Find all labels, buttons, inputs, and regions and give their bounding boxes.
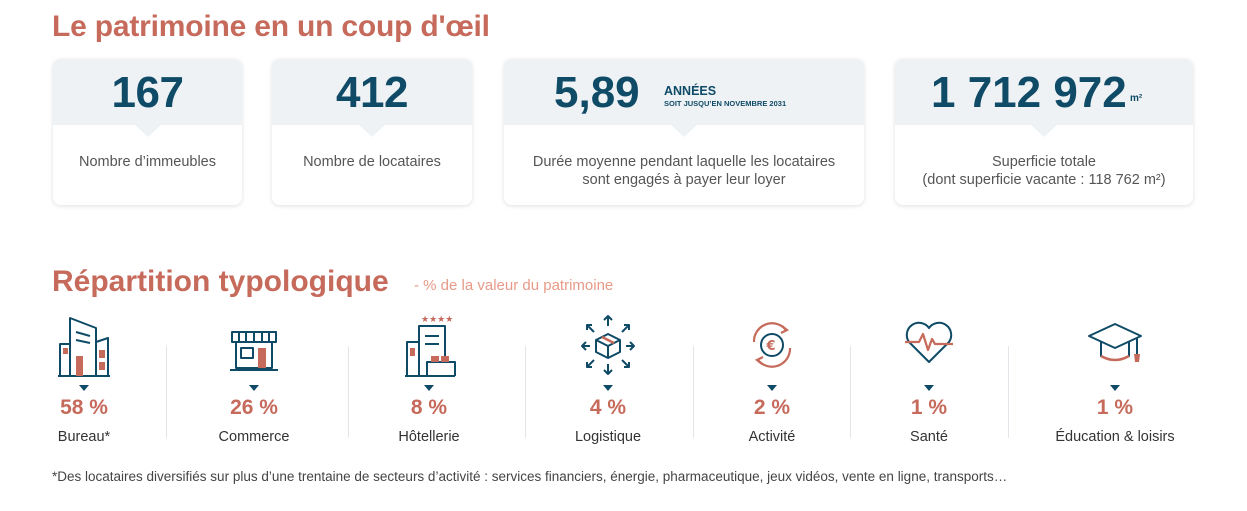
category-percent: 8 %	[410, 396, 448, 419]
category-percent: 58 %	[60, 396, 108, 419]
category-label: Bureau*	[57, 429, 111, 445]
caret-down-icon	[249, 385, 259, 391]
stat-card-header	[895, 59, 1193, 137]
stat-unit-note: SOIT JUSQU’EN NOVEMBRE 2031	[664, 99, 787, 108]
stat-label-line: Durée moyenne pendant laquelle les locat…	[532, 154, 836, 170]
stat-card-header	[272, 59, 472, 137]
divider	[1008, 346, 1009, 438]
category-label: Santé	[910, 429, 948, 445]
graduation-cap-icon	[1088, 323, 1142, 362]
caret-down-icon	[767, 385, 777, 391]
caret-down-icon	[924, 385, 934, 391]
category-education-loisirs: 1 % Éducation & loisirs	[1055, 308, 1175, 453]
stat-label-line: sont engagés à payer leur loyer	[582, 172, 786, 188]
category-hotellerie: ★★★★ 8 % Hôtellerie	[389, 308, 469, 453]
stat-card-buildings: 167 Nombre d’immeubles	[53, 59, 242, 205]
section-title-patrimoine: Le patrimoine en un coup d'œil	[52, 10, 490, 43]
category-percent: 4 %	[589, 396, 627, 419]
svg-text:★★★★: ★★★★	[421, 315, 453, 325]
stat-label-line: (dont superficie vacante : 118 762 m²)	[922, 172, 1166, 188]
category-percent: 1 %	[910, 396, 948, 419]
category-label: Éducation & loisirs	[1055, 429, 1175, 445]
euro-cycle-icon: €	[752, 322, 792, 368]
divider	[166, 346, 167, 438]
divider	[850, 346, 851, 438]
category-commerce: 26 % Commerce	[214, 308, 294, 453]
stat-card-header	[53, 59, 242, 137]
divider	[525, 346, 526, 438]
stat-value: 5,89	[554, 68, 640, 117]
caret-down-icon	[1110, 385, 1120, 391]
hotel-icon: ★★★★	[405, 315, 456, 377]
logistics-box-icon	[581, 315, 635, 375]
stat-unit: m²	[1130, 93, 1143, 104]
category-label: Hôtellerie	[398, 429, 460, 445]
category-bureau: 58 % Bureau*	[44, 308, 124, 453]
stat-value: 412	[336, 68, 408, 117]
caret-down-icon	[424, 385, 434, 391]
caret-down-icon	[79, 385, 89, 391]
category-logistique: 4 % Logistique	[568, 308, 648, 453]
stat-card-lease-duration: 5,89 ANNÉES SOIT JUSQU’EN NOVEMBRE 2031 …	[504, 59, 864, 205]
office-buildings-icon	[58, 317, 110, 377]
category-label: Commerce	[218, 429, 290, 445]
shop-storefront-icon	[230, 331, 278, 371]
stat-value: 1 712 972	[931, 68, 1127, 117]
stat-label-line: Superficie totale	[992, 154, 1096, 170]
footnote: *Des locataires diversifiés sur plus d’u…	[52, 469, 1008, 484]
stat-card-header	[504, 59, 864, 137]
stat-card-surface: 1 712 972 m² Superficie totale (dont sup…	[895, 59, 1193, 205]
section-subtitle: - % de la valeur du patrimoine	[414, 277, 614, 294]
stat-unit: ANNÉES	[664, 84, 717, 98]
stat-label: Nombre d’immeubles	[79, 154, 216, 170]
stat-label: Superficie totale (dont superficie vacan…	[901, 153, 1187, 189]
category-activite: € 2 % Activité	[732, 308, 812, 453]
category-label: Activité	[748, 429, 796, 445]
stat-card-tenants: 412 Nombre de locataires	[272, 59, 472, 205]
stat-label: Nombre de locataires	[303, 154, 441, 170]
stat-value: 167	[111, 68, 184, 117]
svg-text:€: €	[766, 339, 776, 354]
category-percent: 1 %	[1096, 396, 1134, 419]
category-percent: 2 %	[753, 396, 791, 419]
heart-pulse-icon	[905, 321, 953, 363]
divider	[348, 346, 349, 438]
stat-label: Durée moyenne pendant laquelle les locat…	[510, 153, 858, 189]
category-sante: 1 % Santé	[889, 308, 969, 453]
divider	[693, 346, 694, 438]
category-label: Logistique	[574, 429, 642, 445]
caret-down-icon	[603, 385, 613, 391]
section-title-repartition: Répartition typologique	[52, 265, 389, 298]
category-percent: 26 %	[230, 396, 278, 419]
